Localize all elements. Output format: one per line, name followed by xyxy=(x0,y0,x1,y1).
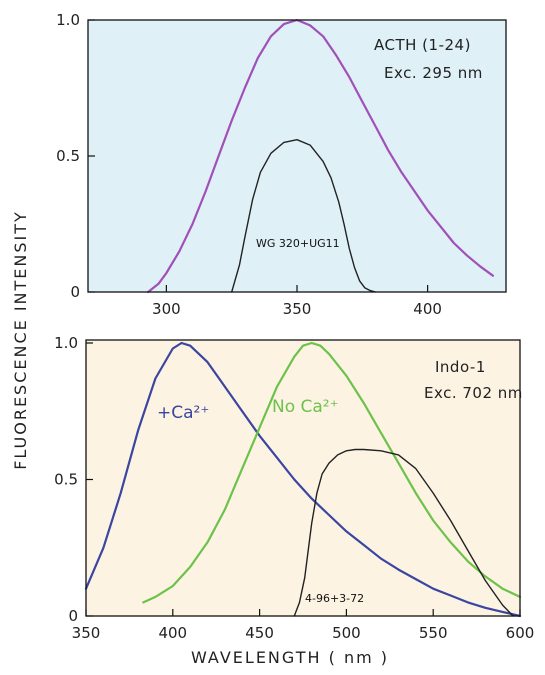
p1-y-tick-label-2: 1.0 xyxy=(54,334,78,352)
p1-x-tick-label-1: 400 xyxy=(158,624,187,642)
bottom-tick-labels: 350 400 450 500 550 600 0 0.5 1.0 xyxy=(54,334,534,642)
p1-series-line-1 xyxy=(142,341,522,604)
p1-x-tick-label-0: 350 xyxy=(72,624,101,642)
p0-series-line-1 xyxy=(147,18,494,294)
p0-x-tick-label-2: 400 xyxy=(413,300,442,318)
top-panel-background xyxy=(88,20,506,292)
top-panel: ACTH (1-24) Exc. 295 nm WG 320+UG11 300 3… xyxy=(56,11,507,318)
top-annotation-line-1: ACTH (1-24) xyxy=(374,36,471,54)
top-lines xyxy=(147,18,494,294)
p0-y-tick-label-1: 0.5 xyxy=(56,147,80,165)
p1-y-tick-label-0: 0 xyxy=(68,607,78,625)
bottom-panel-frame xyxy=(85,339,521,617)
x-axis-label: WAVELENGTH ( nm ) xyxy=(191,648,389,667)
filter-label-wg320-ug11: WG 320+UG11 xyxy=(256,237,340,250)
bottom-panel-background xyxy=(86,340,520,616)
bottom-annotation-line-2: Exc. 702 nm xyxy=(424,384,523,402)
p0-y-tick-label-2: 1.0 xyxy=(56,11,80,29)
top-panel-frame xyxy=(87,19,507,293)
p1-series-line-2 xyxy=(293,448,514,617)
bottom-lines xyxy=(84,341,522,618)
p1-x-tick-label-3: 500 xyxy=(332,624,361,642)
p1-y-tick-label-1: 0.5 xyxy=(54,471,78,489)
p0-y-tick-label-0: 0 xyxy=(70,283,80,301)
y-axis-label: FLUORESCENCE INTENSITY xyxy=(11,210,30,470)
p0-x-tick-label-0: 300 xyxy=(152,300,181,318)
p0-series-line-0 xyxy=(230,138,377,293)
bottom-annotation-line-1: Indo-1 xyxy=(435,358,486,376)
label-no-ca: No Ca²⁺ xyxy=(272,397,339,417)
top-annotation-line-2: Exc. 295 nm xyxy=(384,64,483,82)
top-tick-labels: 300 350 400 0 0.5 1.0 xyxy=(56,11,442,318)
p1-series-line-0 xyxy=(84,341,522,618)
p1-x-tick-label-2: 450 xyxy=(245,624,274,642)
p0-x-tick-label-1: 350 xyxy=(283,300,312,318)
filter-label-4-96-3-72: 4-96+3-72 xyxy=(305,592,364,605)
p1-x-tick-label-5: 600 xyxy=(506,624,535,642)
bottom-panel: Indo-1 Exc. 702 nm +Ca²⁺ No Ca²⁺ 4-96+3-… xyxy=(54,334,534,667)
label-plus-ca: +Ca²⁺ xyxy=(157,403,209,423)
p1-x-tick-label-4: 550 xyxy=(419,624,448,642)
